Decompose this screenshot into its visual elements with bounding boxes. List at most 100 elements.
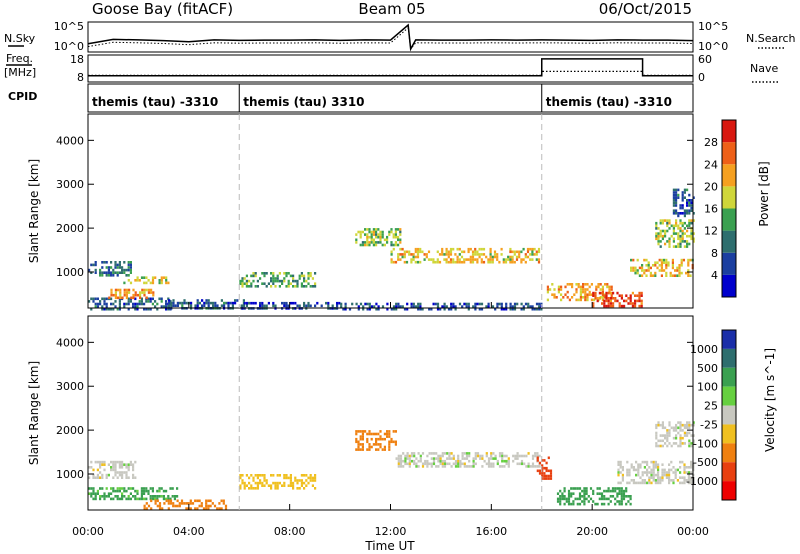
cpid-panel: themis (tau) -3310 themis (tau) 3310 themi… xyxy=(87,83,694,113)
heatmap-cell xyxy=(169,300,172,303)
heatmap-cell xyxy=(680,271,683,275)
heatmap-cell xyxy=(245,301,248,305)
heatmap-cell xyxy=(452,258,455,261)
heatmap-cell xyxy=(607,299,610,303)
heatmap-cell xyxy=(392,307,396,311)
heatmap-cell xyxy=(272,274,275,278)
heatmap-cell xyxy=(170,301,173,305)
heatmap-cell xyxy=(518,253,521,256)
heatmap-cell xyxy=(377,235,380,239)
heatmap-cell xyxy=(575,290,578,294)
heatmap-cell xyxy=(582,296,585,299)
heatmap-cell xyxy=(176,504,179,508)
heatmap-cell xyxy=(92,497,95,501)
heatmap-cell xyxy=(681,481,684,485)
heatmap-cell xyxy=(672,232,675,235)
heatmap-cell xyxy=(478,255,481,259)
heatmap-cell xyxy=(496,258,499,261)
heatmap-cell xyxy=(638,291,641,295)
heatmap-cell xyxy=(123,495,126,498)
heatmap-cell xyxy=(377,448,380,451)
heatmap-cell xyxy=(171,487,174,490)
heatmap-cell xyxy=(679,466,682,469)
heatmap-cell xyxy=(205,301,208,305)
heatmap-cell xyxy=(160,276,163,279)
heatmap-cell xyxy=(465,454,469,458)
heatmap-cell xyxy=(272,272,275,275)
heatmap-cell xyxy=(368,228,371,231)
heatmap-cell xyxy=(145,489,148,493)
heatmap-cell xyxy=(252,487,255,490)
heatmap-cell xyxy=(667,264,670,267)
heatmap-cell xyxy=(127,300,130,303)
heatmap-cell xyxy=(267,484,270,487)
heatmap-cell xyxy=(149,297,152,301)
heatmap-cell xyxy=(681,206,684,210)
heatmap-cell xyxy=(176,304,179,307)
heatmap-cell xyxy=(668,227,671,230)
heatmap-cell xyxy=(463,250,466,254)
heatmap-cell xyxy=(612,304,615,308)
heatmap-cell xyxy=(476,302,479,306)
heatmap-cell xyxy=(681,196,684,199)
heatmap-cell xyxy=(549,288,552,291)
heatmap-cell xyxy=(172,504,175,508)
heatmap-cell xyxy=(661,423,664,427)
heatmap-cell xyxy=(450,302,453,306)
heatmap-cell xyxy=(214,301,217,305)
heatmap-cell xyxy=(645,264,648,267)
heatmap-cell xyxy=(652,473,655,477)
heatmap-cell xyxy=(252,479,255,482)
heatmap-cell xyxy=(412,253,415,256)
heatmap-cell xyxy=(250,274,253,278)
freq-left-tick-bottom: 8 xyxy=(77,71,84,84)
heatmap-cell xyxy=(447,255,450,259)
heatmap-cell xyxy=(250,474,253,477)
heatmap-cell xyxy=(125,497,128,501)
heatmap-cell xyxy=(399,258,402,261)
heatmap-cell xyxy=(207,301,210,305)
heatmap-cell xyxy=(399,247,402,251)
heatmap-cell xyxy=(679,240,682,243)
heatmap-cell xyxy=(357,443,360,446)
heatmap-cell xyxy=(105,305,108,308)
heatmap-cell xyxy=(620,304,623,308)
heatmap-cell xyxy=(585,487,588,490)
heatmap-cell xyxy=(509,250,512,254)
heatmap-cell xyxy=(287,282,290,285)
heatmap-cell xyxy=(454,462,458,466)
heatmap-cell xyxy=(118,466,121,469)
heatmap-cell xyxy=(101,307,104,311)
heatmap-cell xyxy=(485,452,488,455)
heatmap-cell xyxy=(110,261,113,264)
heatmap-cell xyxy=(270,277,273,280)
heatmap-cell xyxy=(607,497,610,501)
heatmap-cell xyxy=(203,304,206,307)
heatmap-cell xyxy=(609,302,612,305)
heatmap-cell xyxy=(138,497,141,501)
heatmap-cell xyxy=(171,495,174,498)
heatmap-cell xyxy=(158,504,162,508)
heatmap-cell xyxy=(300,484,303,487)
heatmap-cell xyxy=(103,463,106,466)
heatmap-cell xyxy=(236,299,239,302)
heatmap-cell xyxy=(472,457,475,460)
heatmap-cell xyxy=(136,305,139,308)
heatmap-cell xyxy=(668,476,671,479)
heatmap-cell xyxy=(529,253,532,256)
heatmap-cell xyxy=(138,300,141,303)
heatmap-cell xyxy=(172,299,175,302)
heatmap-cell xyxy=(572,492,575,495)
heatmap-cell xyxy=(112,271,115,274)
heatmap-cell xyxy=(672,204,675,207)
heatmap-cell xyxy=(505,305,508,308)
heatmap-cell xyxy=(220,499,223,503)
heatmap-cell xyxy=(641,264,644,267)
heatmap-cell xyxy=(361,243,364,247)
heatmap-cell xyxy=(666,434,669,437)
heatmap-cell xyxy=(129,492,132,495)
heatmap-cell xyxy=(681,229,684,233)
heatmap-cell xyxy=(449,250,453,254)
heatmap-cell xyxy=(543,474,546,478)
heatmap-cell xyxy=(468,465,471,468)
